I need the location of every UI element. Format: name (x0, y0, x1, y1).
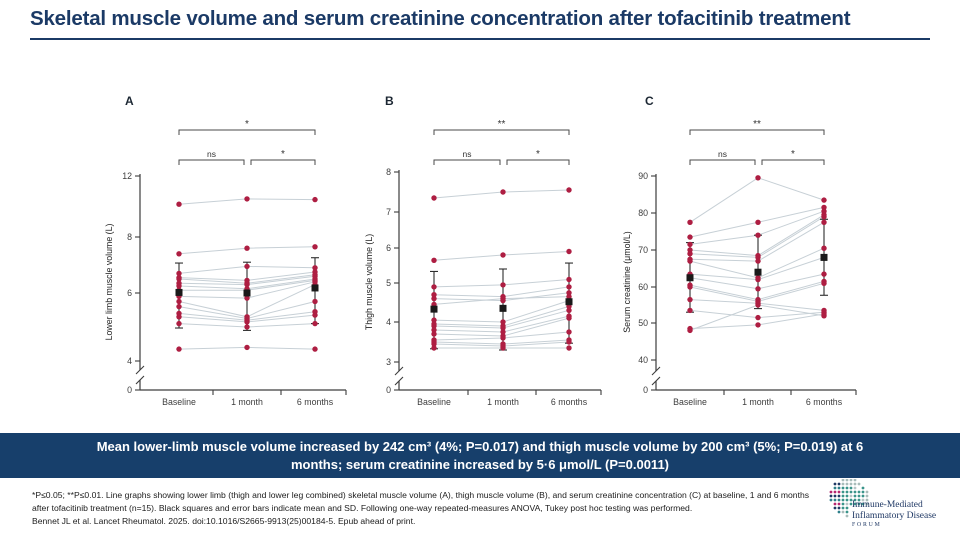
y-tick-label: 6 (386, 243, 391, 253)
x-axis: Baseline 1 month 6 months (399, 389, 602, 407)
y-axis: 0 3 4 5 6 7 8 (386, 167, 404, 395)
y-axis-title: Thigh muscle volume (L) (364, 234, 374, 330)
significance-label: ** (498, 119, 506, 130)
y-axis-title: Lower limb muscle volume (L) (104, 224, 114, 341)
logo-line3: FORUM (852, 522, 882, 529)
logo-text: Immune-Mediated Inflammatory Disease FOR… (852, 500, 936, 529)
header: Skeletal muscle volume and serum creatin… (30, 6, 930, 41)
y-tick-label: 40 (638, 355, 648, 365)
x-axis: Baseline 1 month 6 months (140, 389, 347, 407)
y-tick-label: 60 (638, 282, 648, 292)
page-title: Skeletal muscle volume and serum creatin… (30, 7, 851, 30)
mean-markers (175, 284, 319, 297)
y-tick-label: 0 (643, 385, 648, 395)
y-tick-label: 80 (638, 208, 648, 218)
significance-brackets: ** ns * (689, 119, 825, 165)
panel-label: C (645, 94, 654, 108)
y-tick-label: 5 (386, 278, 391, 288)
y-tick-label: 50 (638, 318, 648, 328)
logo-globe-icon (829, 479, 869, 518)
y-tick-label: 12 (122, 171, 132, 181)
logo-line2: Inflammatory Disease (852, 510, 937, 521)
data-points (176, 196, 318, 352)
citation: Bennet JL et al. Lancet Rheumatol. 2025.… (32, 515, 416, 526)
mean-markers (686, 253, 828, 282)
y-tick-label: 6 (127, 288, 132, 298)
x-tick-label: 6 months (551, 397, 588, 407)
x-tick-label: Baseline (162, 397, 196, 407)
y-axis-title: Serum creatinine (μmol/L) (622, 231, 632, 332)
significance-label: * (281, 149, 285, 160)
data-points (431, 187, 572, 351)
forum-logo: Immune-Mediated Inflammatory Disease FOR… (826, 479, 958, 537)
footer: *P≤0.05; **P≤0.01. Line graphs showing l… (32, 489, 820, 528)
y-tick-label: 3 (386, 357, 391, 367)
x-tick-label: 1 month (231, 397, 263, 407)
y-tick-label: 7 (386, 207, 391, 217)
y-tick-label: 70 (638, 245, 648, 255)
panel-A: A 0 4 6 8 12 Lower limb muscle volume (L) Basel… (104, 94, 347, 407)
panel-C: C 0 40 50 60 70 80 90 Serum creatinine (μmol/L) B… (622, 94, 857, 407)
x-tick-label: Baseline (417, 397, 451, 407)
logo-line1: Immune-Mediated (852, 500, 923, 510)
figure-caption: *P≤0.05; **P≤0.01. Line graphs showing l… (32, 490, 810, 513)
x-tick-label: 1 month (487, 397, 519, 407)
y-tick-label: 8 (127, 232, 132, 242)
x-tick-label: 1 month (742, 397, 774, 407)
panel-label: B (385, 94, 394, 108)
significance-label: * (245, 119, 249, 130)
significance-label: ** (753, 119, 761, 130)
x-tick-label: 6 months (297, 397, 334, 407)
data-points (687, 175, 827, 334)
significance-label: * (536, 149, 540, 160)
y-axis: 0 40 50 60 70 80 90 (638, 171, 661, 395)
y-axis: 0 4 6 8 12 (122, 171, 145, 395)
significance-label: ns (207, 149, 216, 159)
summary-banner: Mean lower-limb muscle volume increased … (0, 433, 960, 478)
significance-brackets: * ns * (178, 119, 316, 165)
panel-B: B 0 3 4 5 6 7 8 Thigh muscle volume (L) Baseline 1… (364, 94, 602, 407)
significance-label: ns (463, 149, 472, 159)
significance-brackets: ** ns * (433, 119, 570, 165)
y-tick-label: 0 (386, 385, 391, 395)
significance-label: ns (718, 149, 727, 159)
significance-label: * (791, 149, 795, 160)
x-tick-label: 6 months (806, 397, 843, 407)
summary-text: Mean lower-limb muscle volume increased … (96, 438, 864, 472)
y-tick-label: 90 (638, 171, 648, 181)
y-tick-label: 4 (127, 356, 132, 366)
panel-label: A (125, 94, 134, 108)
mean-markers (430, 298, 573, 313)
y-tick-label: 8 (386, 167, 391, 177)
x-tick-label: Baseline (673, 397, 707, 407)
y-tick-label: 0 (127, 385, 132, 395)
y-tick-label: 4 (386, 317, 391, 327)
x-axis: Baseline 1 month 6 months (656, 389, 857, 407)
